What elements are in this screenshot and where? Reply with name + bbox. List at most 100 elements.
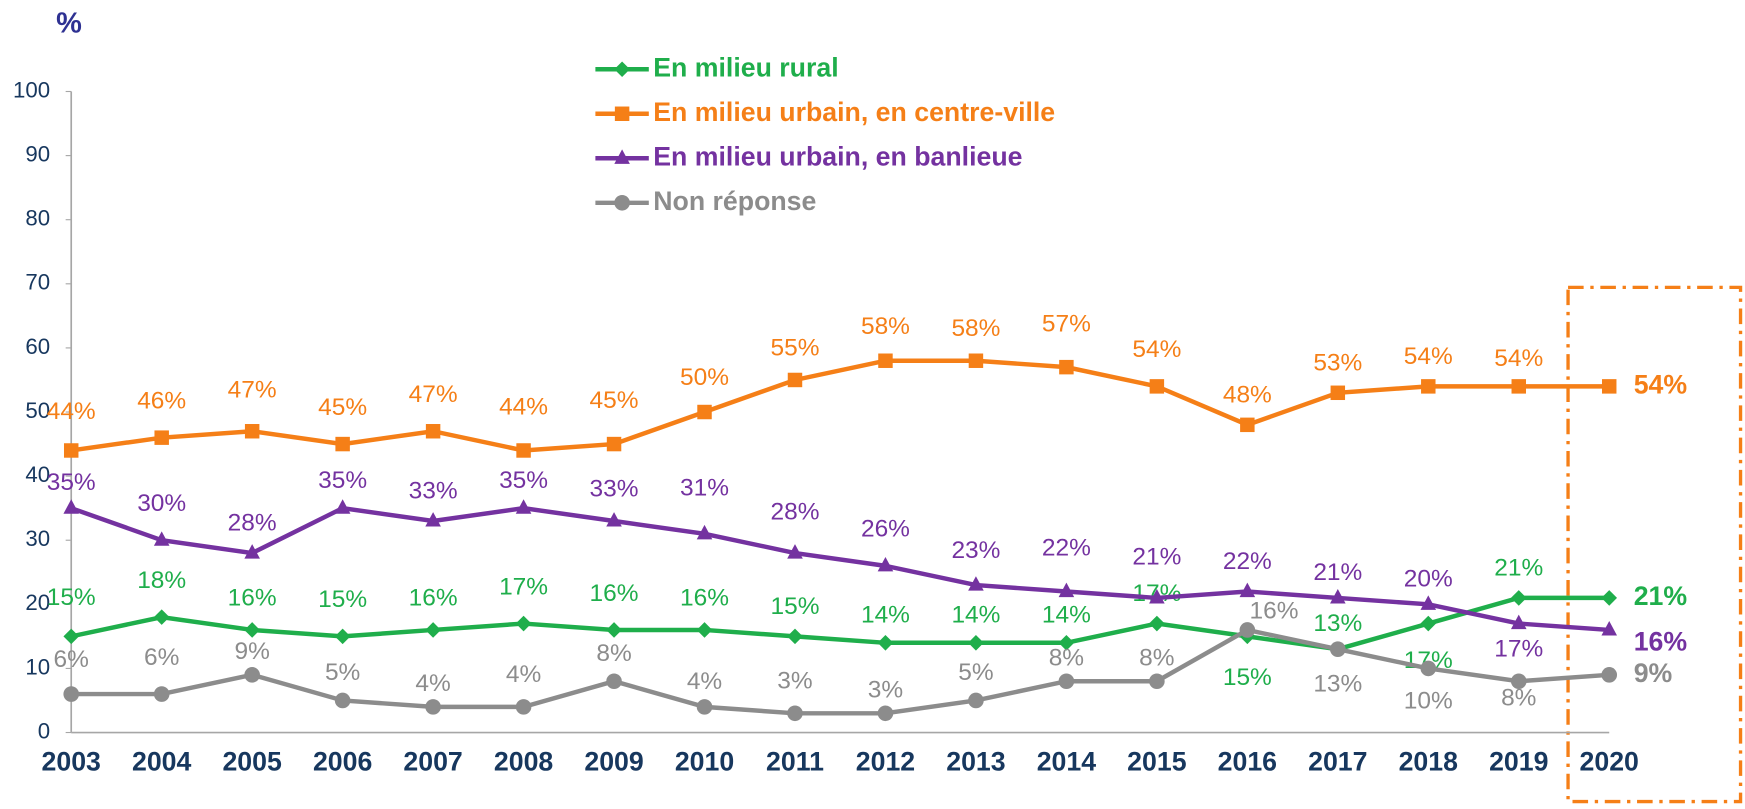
data-label: 16%	[228, 584, 277, 611]
data-label: 9%	[1634, 658, 1673, 688]
legend-label: En milieu rural	[653, 52, 838, 82]
marker	[63, 443, 79, 458]
marker	[606, 673, 622, 690]
legend-label: En milieu urbain, en centre-ville	[653, 97, 1055, 127]
marker	[425, 699, 441, 715]
marker	[1149, 589, 1165, 604]
series-line	[71, 627, 1610, 716]
data-label: 16%	[1250, 598, 1299, 625]
marker	[1059, 359, 1074, 375]
marker	[877, 556, 894, 572]
x-tick-label: 2008	[494, 747, 554, 777]
marker	[516, 443, 531, 458]
x-tick-label: 2020	[1580, 747, 1639, 777]
data-label: 22%	[1042, 535, 1091, 562]
x-tick-label: 2006	[313, 747, 372, 777]
x-tick-label: 2012	[856, 747, 915, 777]
data-label: 17%	[1494, 636, 1543, 663]
data-label: 14%	[1042, 602, 1091, 629]
data-label: 6%	[144, 644, 179, 671]
data-label: 33%	[590, 475, 639, 502]
marker	[1058, 582, 1075, 598]
marker	[787, 372, 803, 388]
data-label: 54%	[1132, 336, 1181, 363]
data-label: 10%	[1404, 687, 1453, 714]
data-label: 20%	[1404, 565, 1453, 592]
data-label: 9%	[234, 638, 269, 665]
marker	[696, 699, 713, 715]
marker	[1058, 673, 1075, 690]
marker	[696, 524, 713, 540]
marker	[244, 667, 260, 683]
x-tick-label: 2010	[675, 747, 734, 777]
y-tick-label: 0	[38, 718, 50, 743]
data-label: 30%	[137, 490, 186, 517]
marker	[334, 499, 351, 514]
data-label: 50%	[680, 364, 729, 391]
data-label: 13%	[1313, 670, 1362, 697]
legend-label: Non réponse	[653, 186, 816, 216]
marker	[244, 544, 260, 559]
x-tick-label: 2015	[1127, 747, 1187, 777]
y-tick-label: 60	[25, 334, 50, 359]
marker	[1601, 590, 1618, 606]
data-label: 16%	[409, 584, 458, 611]
data-label: 54%	[1494, 345, 1543, 372]
data-label: 14%	[951, 602, 1000, 629]
data-label: 5%	[958, 659, 993, 686]
y-tick-label: 80	[25, 206, 50, 231]
data-label: 33%	[409, 478, 458, 505]
data-label: 47%	[409, 381, 458, 408]
marker	[877, 705, 894, 722]
y-tick-label: 30	[25, 526, 50, 551]
data-label: 57%	[1042, 310, 1091, 337]
marker	[1601, 667, 1618, 683]
legend-label: En milieu urbain, en banlieue	[653, 141, 1022, 171]
marker	[1239, 622, 1256, 638]
y-tick-label: 40	[25, 462, 50, 487]
data-label: 6%	[54, 646, 89, 673]
data-label: 44%	[47, 398, 96, 425]
legend-marker	[614, 195, 630, 211]
data-label: 54%	[1404, 343, 1453, 370]
x-tick-label: 2017	[1308, 747, 1367, 777]
data-label: 35%	[318, 467, 367, 494]
marker	[1510, 590, 1527, 606]
marker	[1149, 379, 1165, 394]
data-label: 54%	[1634, 369, 1688, 399]
data-label: 21%	[1634, 581, 1688, 611]
data-label: 8%	[1049, 644, 1084, 671]
data-label: 45%	[318, 394, 367, 421]
data-label: 26%	[861, 516, 910, 543]
x-tick-label: 2005	[222, 747, 282, 777]
y-tick-label: 50	[25, 398, 50, 423]
marker	[968, 353, 984, 368]
data-label: 23%	[951, 537, 1000, 564]
x-tick-label: 2014	[1037, 747, 1097, 777]
marker	[696, 622, 713, 638]
marker	[425, 622, 441, 638]
x-tick-label: 2003	[42, 747, 101, 777]
marker	[63, 499, 80, 514]
data-label: 58%	[951, 315, 1000, 342]
data-label: 48%	[1223, 381, 1272, 408]
data-label: 28%	[228, 510, 277, 537]
marker	[606, 512, 622, 527]
legend-marker	[614, 149, 630, 164]
data-label: 3%	[868, 677, 903, 704]
marker	[1601, 621, 1618, 636]
x-tick-label: 2016	[1218, 747, 1277, 777]
data-label: 46%	[137, 388, 186, 415]
marker	[153, 531, 170, 546]
marker	[697, 404, 712, 420]
legend-marker	[614, 106, 630, 121]
data-label: 4%	[506, 661, 541, 688]
y-tick-label: 20	[25, 590, 50, 615]
data-label: 13%	[1313, 610, 1362, 637]
marker	[1330, 641, 1346, 657]
data-label: 58%	[861, 313, 910, 340]
x-tick-label: 2013	[946, 747, 1005, 777]
data-label: 47%	[228, 377, 277, 404]
series-line	[70, 595, 1610, 652]
